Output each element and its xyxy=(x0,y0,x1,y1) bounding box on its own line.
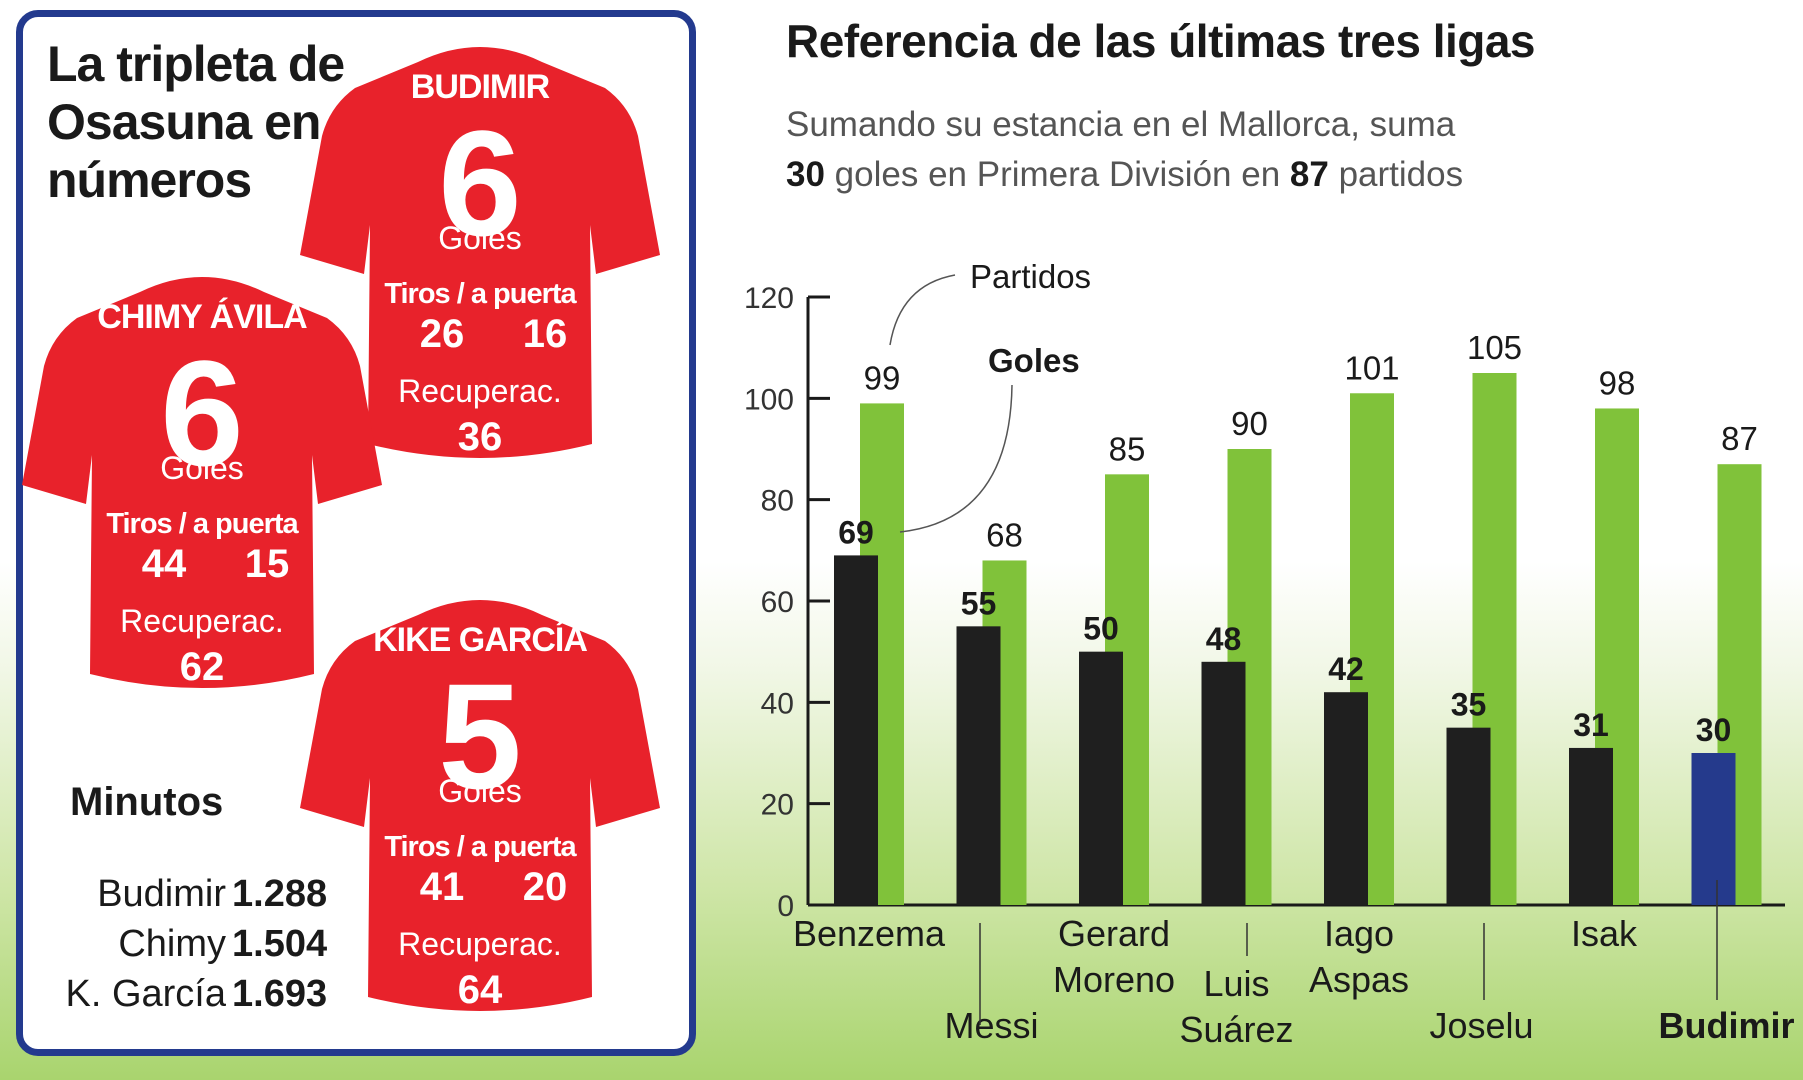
x-tick-label: Budimir xyxy=(1658,1005,1794,1046)
x-tick-label: Moreno xyxy=(1053,959,1175,1000)
bar-goles xyxy=(956,626,1001,905)
shots-label: Tiros / a puerta xyxy=(384,278,576,310)
shirt-chimy-avila: CHIMY ÁVILA 6 Goles Tiros / a puerta 44 15 Rec… xyxy=(22,270,382,690)
data-label-partidos: 98 xyxy=(1599,364,1636,401)
recoveries-value: 64 xyxy=(457,968,503,1012)
goals-label: Goles xyxy=(160,450,244,486)
bar-goles xyxy=(1569,747,1613,905)
goals-label: Goles xyxy=(438,220,522,256)
legend-goles-leader xyxy=(899,384,1013,533)
subtitle-text-1: Sumando su estancia en el Mallorca, suma xyxy=(786,105,1456,144)
data-label-partidos: 105 xyxy=(1467,329,1522,366)
minutes-value: 1.288 xyxy=(232,873,328,915)
bar-goles xyxy=(834,555,878,905)
chart-title: Referencia de las últimas tres ligas xyxy=(786,15,1536,67)
bar-goles xyxy=(1324,692,1368,905)
minutes-value: 1.504 xyxy=(232,923,328,965)
x-tick-label: Luis xyxy=(1203,963,1269,1004)
shots-label: Tiros / a puerta xyxy=(106,508,298,540)
shirt-icon xyxy=(300,47,660,458)
data-label-goles: 42 xyxy=(1328,651,1364,687)
shots-total: 44 xyxy=(141,542,187,586)
subtitle-goals: 30 xyxy=(786,155,825,194)
shots-label: Tiros / a puerta xyxy=(384,831,576,863)
shirt-kike-garcia: KIKE GARCÍA 5 Goles Tiros / a puerta 41 20 Rec… xyxy=(300,593,660,1013)
data-label-partidos: 85 xyxy=(1109,430,1146,467)
player-goals: 5 xyxy=(438,652,522,820)
data-label-partidos: 101 xyxy=(1344,349,1399,386)
minutes-player-name: Budimir xyxy=(97,873,226,915)
subtitle-text-3: partidos xyxy=(1338,155,1464,194)
minutes-row: Budimir 1.288 xyxy=(40,873,340,923)
data-label-goles: 69 xyxy=(838,514,874,550)
panel-title: La tripleta de Osasuna en números xyxy=(47,36,345,208)
minutes-row: Chimy 1.504 xyxy=(40,923,340,973)
recoveries-label: Recuperac. xyxy=(398,926,562,962)
data-label-goles: 30 xyxy=(1696,712,1732,748)
y-tick-label: 120 xyxy=(744,282,794,315)
recoveries-value: 62 xyxy=(179,645,225,689)
data-label-goles: 35 xyxy=(1451,687,1487,723)
recoveries-value: 36 xyxy=(457,415,503,459)
minutes-player-name: K. García xyxy=(65,973,227,1015)
legend-partidos: Partidos xyxy=(970,258,1091,295)
minutes-title: Minutos xyxy=(70,780,224,824)
shots-total: 26 xyxy=(419,312,465,356)
y-tick-label: 20 xyxy=(761,789,794,822)
x-tick-label: Gerard xyxy=(1058,913,1170,954)
bar-goles xyxy=(1079,651,1123,905)
shots-on-target: 20 xyxy=(522,865,568,909)
data-label-goles: 31 xyxy=(1573,707,1609,743)
shirt-icon xyxy=(22,277,382,688)
minutes-row: K. García 1.693 xyxy=(40,973,340,1023)
shots-on-target: 16 xyxy=(522,312,568,356)
minutes-value: 1.693 xyxy=(232,973,328,1015)
data-label-partidos: 99 xyxy=(864,359,901,396)
y-tick-label: 60 xyxy=(761,586,794,619)
x-tick-label: Iago xyxy=(1324,913,1394,954)
shirt-icon xyxy=(300,600,660,1011)
legend-partidos-leader xyxy=(889,274,956,346)
shots-total: 41 xyxy=(419,865,465,909)
minutes-player-name: Chimy xyxy=(118,923,226,965)
player-name: CHIMY ÁVILA xyxy=(97,298,307,336)
data-label-goles: 55 xyxy=(961,585,997,621)
data-label-partidos: 87 xyxy=(1721,420,1758,457)
data-label-partidos: 68 xyxy=(986,516,1023,553)
x-tick-label: Aspas xyxy=(1309,959,1409,1000)
player-name: KIKE GARCÍA xyxy=(373,621,588,659)
data-label-goles: 50 xyxy=(1083,611,1119,647)
shots-on-target: 15 xyxy=(244,542,290,586)
recoveries-label: Recuperac. xyxy=(398,373,562,409)
y-tick-label: 100 xyxy=(744,383,794,416)
legend-goles: Goles xyxy=(988,342,1080,379)
x-tick-label: Joselu xyxy=(1429,1005,1533,1046)
x-tick-label: Messi xyxy=(944,1005,1038,1046)
bar-goles xyxy=(1691,753,1736,905)
data-label-partidos: 90 xyxy=(1231,405,1268,442)
bar-goles xyxy=(1201,661,1246,905)
player-goals: 6 xyxy=(160,329,244,497)
subtitle-matches: 87 xyxy=(1289,155,1329,194)
subtitle-text-2: goles en Primera División en xyxy=(834,155,1281,194)
y-tick-label: 40 xyxy=(761,687,794,720)
bar-goles xyxy=(1446,727,1491,905)
data-label-goles: 48 xyxy=(1206,621,1242,657)
goals-label: Goles xyxy=(438,773,522,809)
player-goals: 6 xyxy=(438,99,522,267)
x-tick-label: Suárez xyxy=(1179,1009,1293,1050)
chart-subtitle: Sumando su estancia en el Mallorca, suma… xyxy=(786,100,1463,200)
shirt-budimir: BUDIMIR 6 Goles Tiros / a puerta 26 16 Recuper… xyxy=(300,40,660,460)
x-tick-label: Benzema xyxy=(793,913,946,954)
x-tick-label: Isak xyxy=(1571,913,1638,954)
player-name: BUDIMIR xyxy=(410,68,550,106)
recoveries-label: Recuperac. xyxy=(120,603,284,639)
y-tick-label: 0 xyxy=(777,890,794,923)
y-tick-label: 80 xyxy=(761,485,794,518)
